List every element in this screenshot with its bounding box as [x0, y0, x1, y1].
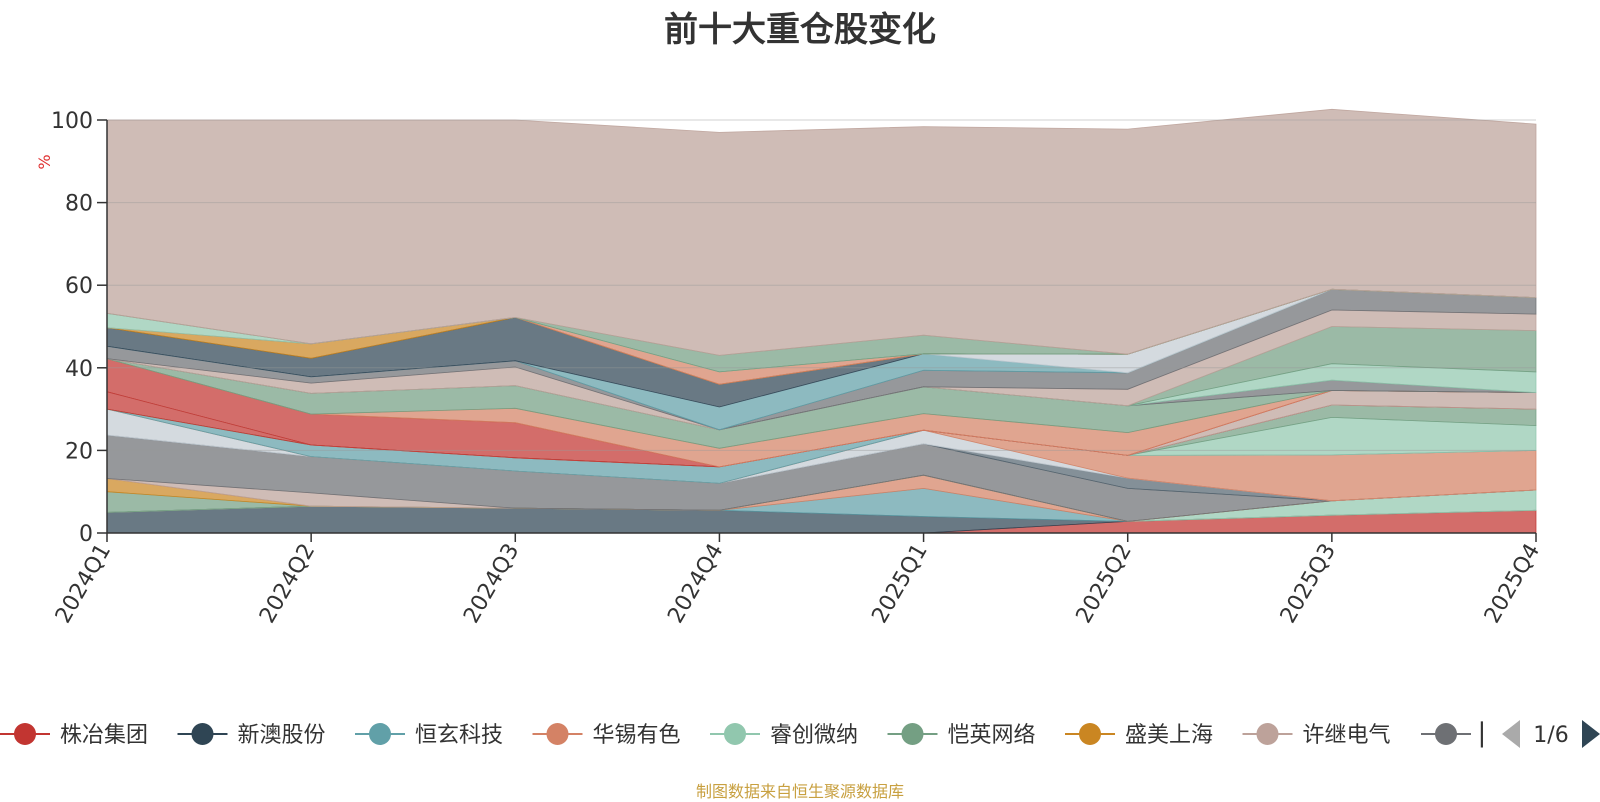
legend: 株冶集团 新澳股份 恒玄科技 华锡有色 睿创微纳 恺英网络 盛美上海 许继电气 ▏ 1/6 — [0, 720, 1600, 748]
legend-label: 新澳股份 — [238, 723, 326, 748]
legend-item-truncated[interactable]: ▏ — [1421, 721, 1498, 748]
legend-item[interactable]: 恺英网络 — [887, 723, 1036, 748]
legend-marker — [1256, 723, 1279, 745]
legend-label: 恒玄科技 — [415, 723, 503, 748]
legend-marker — [901, 723, 924, 745]
grid-layer — [107, 119, 1536, 451]
legend-marker — [14, 723, 36, 745]
legend-next-page-icon[interactable] — [1582, 720, 1600, 748]
legend-marker — [724, 723, 746, 745]
x-tick-label: 2024Q2 — [255, 540, 320, 628]
legend-label: 许继电气 — [1303, 723, 1391, 748]
x-tick-label: 2025Q3 — [1276, 540, 1341, 628]
y-tick-label: 80 — [65, 192, 93, 217]
x-tick-label: 2025Q2 — [1072, 540, 1137, 628]
legend-marker — [369, 723, 391, 745]
x-tick-label: 2024Q1 — [51, 540, 116, 628]
x-tick-label: 2025Q1 — [867, 540, 932, 628]
legend-item[interactable]: 新澳股份 — [177, 723, 326, 748]
y-tick-label: 60 — [65, 274, 93, 299]
legend-label: 睿创微纳 — [770, 723, 858, 748]
legend-label: 华锡有色 — [593, 723, 681, 748]
legend-label: 盛美上海 — [1125, 723, 1213, 748]
legend-item[interactable]: 华锡有色 — [532, 723, 681, 748]
chart-title: 前十大重仓股变化 — [664, 10, 936, 50]
legend-marker — [546, 723, 569, 745]
legend-item[interactable]: 许继电气 — [1242, 723, 1391, 748]
area-series-33[interactable] — [106, 108, 1537, 356]
legend-item[interactable]: 恒玄科技 — [355, 723, 503, 748]
legend-item[interactable]: 株冶集团 — [0, 723, 148, 748]
x-tick-label: 2025Q4 — [1480, 540, 1545, 628]
legend-marker — [1435, 723, 1457, 745]
y-tick-label: 40 — [65, 357, 93, 382]
x-tick-label: 2024Q4 — [663, 540, 728, 628]
area-layer — [106, 108, 1537, 534]
y-tick-label: 20 — [65, 439, 93, 464]
legend-label: 恺英网络 — [948, 723, 1036, 748]
legend-item[interactable]: 睿创微纳 — [710, 723, 858, 748]
legend-page-indicator: 1/6 — [1533, 723, 1568, 748]
legend-marker — [1079, 723, 1101, 745]
y-tick-label: 100 — [51, 109, 93, 134]
y-tick-label: 0 — [79, 522, 93, 547]
legend-item[interactable]: 盛美上海 — [1065, 723, 1213, 748]
legend-label-cutoff: ▏ — [1480, 721, 1498, 748]
y-axis-unit-label: % — [35, 154, 54, 169]
legend-marker — [191, 723, 214, 745]
x-tick-label: 2024Q3 — [459, 540, 524, 628]
legend-prev-page-icon[interactable] — [1502, 720, 1520, 748]
data-source-note: 制图数据来自恒生聚源数据库 — [695, 782, 904, 801]
legend-label: 株冶集团 — [60, 723, 148, 748]
